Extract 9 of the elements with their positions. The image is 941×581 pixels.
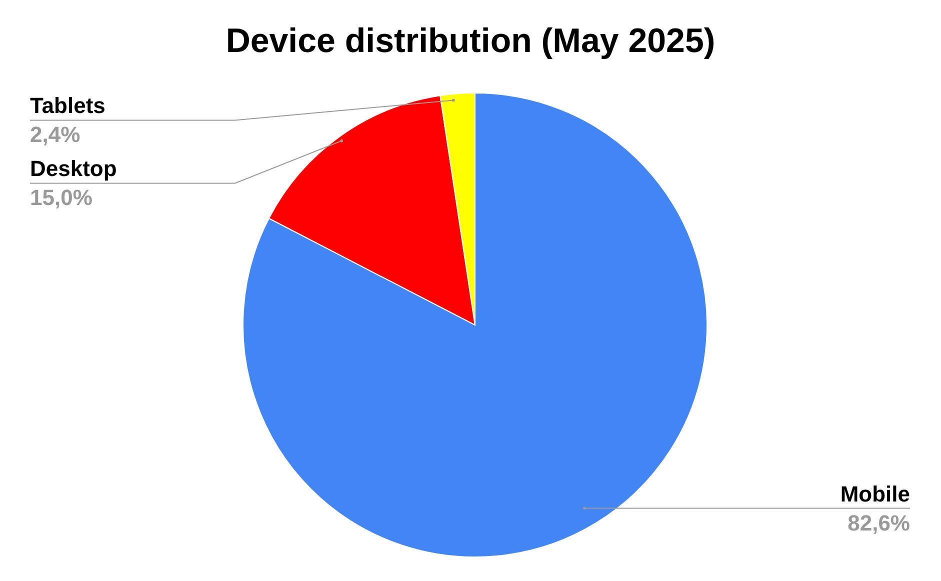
data-label: 15,0% [30, 185, 92, 210]
slice-label: Desktop [30, 156, 117, 182]
pie-slice [268, 95, 476, 326]
chart-title: Device distribution (May 2025) [224, 22, 716, 61]
data-label: 82,6% [848, 510, 910, 536]
slice-label: Tablets [30, 93, 106, 118]
pie-slice [242, 92, 708, 558]
data-label: 2,4% [30, 122, 80, 148]
slice-label: Mobile [840, 481, 910, 506]
